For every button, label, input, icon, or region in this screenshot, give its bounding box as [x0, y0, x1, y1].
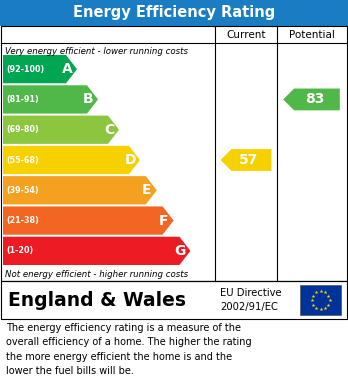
Text: G: G	[175, 244, 186, 258]
Text: 83: 83	[305, 92, 324, 106]
Text: (55-68): (55-68)	[6, 156, 39, 165]
Text: (92-100): (92-100)	[6, 65, 44, 74]
Polygon shape	[3, 206, 174, 235]
Text: F: F	[159, 213, 168, 228]
Bar	[0, 0, 348, 26]
Text: D: D	[124, 153, 136, 167]
Text: (1-20): (1-20)	[6, 246, 33, 255]
Polygon shape	[3, 55, 77, 83]
Polygon shape	[3, 85, 98, 113]
Text: Very energy efficient - lower running costs: Very energy efficient - lower running co…	[5, 47, 188, 57]
Polygon shape	[283, 88, 340, 110]
Text: E: E	[142, 183, 151, 197]
Bar	[1, 26, 347, 281]
Text: B: B	[83, 92, 93, 106]
Polygon shape	[3, 146, 140, 174]
Text: (39-54): (39-54)	[6, 186, 39, 195]
Text: Potential: Potential	[288, 29, 334, 39]
Polygon shape	[3, 176, 157, 204]
Text: C: C	[104, 123, 114, 137]
Text: The energy efficiency rating is a measure of the
overall efficiency of a home. T: The energy efficiency rating is a measur…	[6, 323, 252, 376]
Text: 57: 57	[239, 153, 259, 167]
Text: England & Wales: England & Wales	[8, 291, 186, 310]
Bar	[1, 281, 347, 319]
Polygon shape	[3, 237, 190, 265]
Text: (81-91): (81-91)	[6, 95, 39, 104]
Text: (69-80): (69-80)	[6, 125, 39, 134]
Text: Current: Current	[226, 29, 266, 39]
Bar	[300, 285, 341, 315]
Text: Energy Efficiency Rating: Energy Efficiency Rating	[73, 5, 275, 20]
Polygon shape	[3, 116, 119, 144]
Text: EU Directive
2002/91/EC: EU Directive 2002/91/EC	[220, 289, 282, 312]
Text: A: A	[62, 62, 72, 76]
Text: (21-38): (21-38)	[6, 216, 39, 225]
Text: Not energy efficient - higher running costs: Not energy efficient - higher running co…	[5, 270, 188, 279]
Polygon shape	[221, 149, 271, 171]
